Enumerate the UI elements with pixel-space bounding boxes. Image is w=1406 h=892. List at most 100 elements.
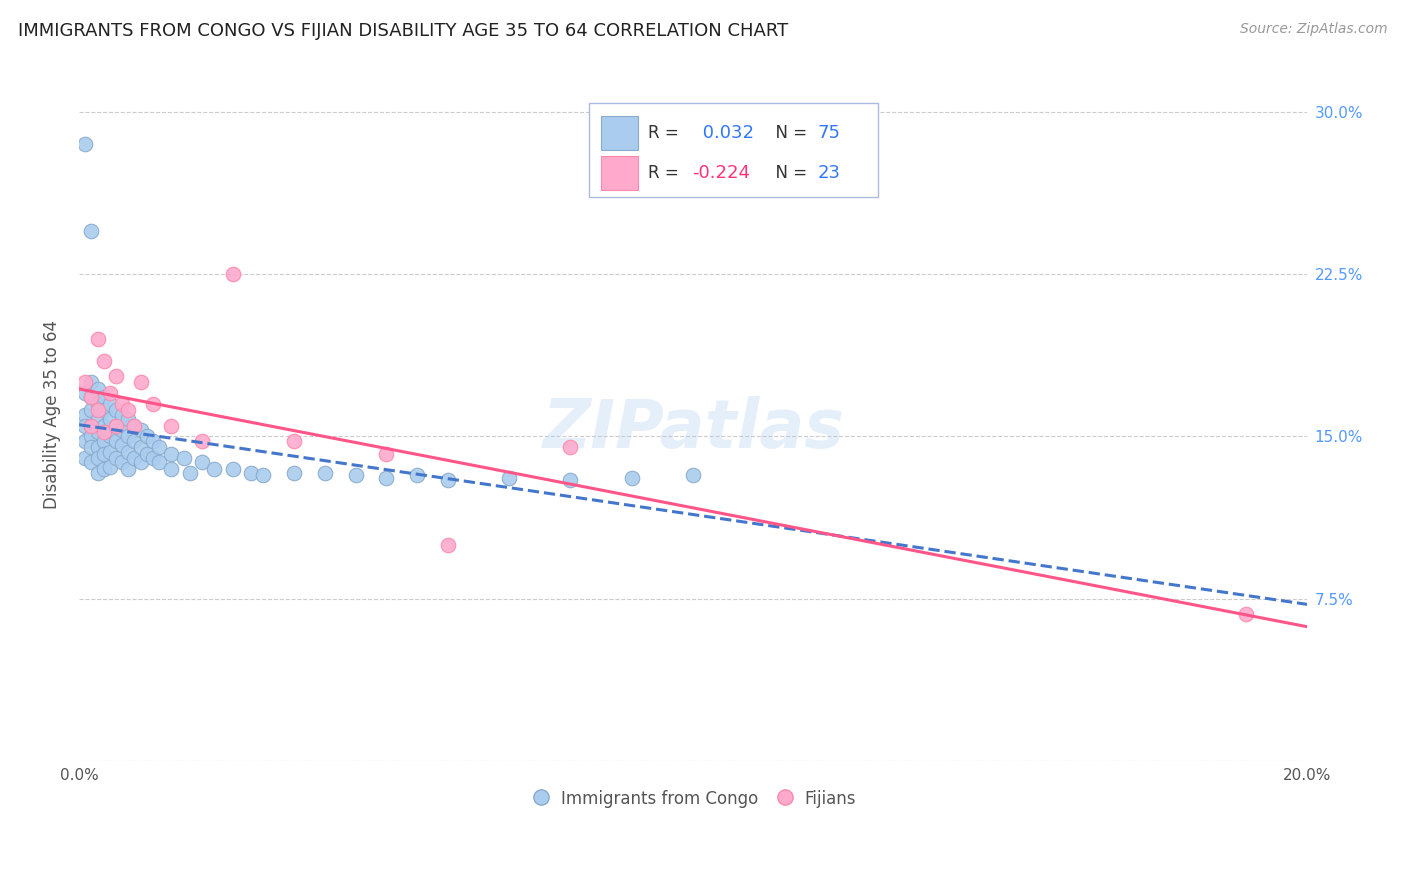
Point bbox=[314, 467, 336, 481]
Point bbox=[117, 444, 139, 458]
Point bbox=[93, 447, 115, 461]
Point bbox=[93, 434, 115, 448]
Point bbox=[160, 418, 183, 433]
Point bbox=[117, 412, 139, 426]
Point bbox=[117, 462, 139, 476]
Point bbox=[80, 418, 103, 433]
Point bbox=[560, 440, 582, 454]
Point bbox=[105, 418, 128, 433]
Point bbox=[179, 467, 201, 481]
FancyBboxPatch shape bbox=[602, 156, 638, 190]
Point bbox=[682, 468, 704, 483]
Text: 23: 23 bbox=[817, 164, 841, 182]
Point bbox=[105, 451, 128, 466]
Point bbox=[80, 429, 103, 443]
Point bbox=[124, 418, 146, 433]
Point bbox=[160, 447, 183, 461]
Point bbox=[142, 451, 165, 466]
Point bbox=[80, 440, 103, 454]
Point bbox=[283, 467, 305, 481]
Point bbox=[135, 429, 157, 443]
Text: R =: R = bbox=[648, 124, 683, 142]
Point bbox=[98, 459, 121, 474]
Text: R =: R = bbox=[648, 164, 683, 182]
Point bbox=[75, 451, 97, 466]
Point bbox=[80, 455, 103, 469]
Point bbox=[283, 434, 305, 448]
Point bbox=[75, 386, 97, 401]
Point bbox=[93, 403, 115, 417]
Text: -0.224: -0.224 bbox=[692, 164, 749, 182]
Point bbox=[252, 468, 274, 483]
Point bbox=[93, 425, 115, 439]
Point bbox=[191, 455, 214, 469]
Point bbox=[620, 470, 643, 484]
FancyBboxPatch shape bbox=[589, 103, 877, 196]
Point bbox=[111, 455, 134, 469]
Point bbox=[93, 391, 115, 405]
Point bbox=[105, 434, 128, 448]
Point bbox=[117, 429, 139, 443]
Point bbox=[436, 473, 458, 487]
Point bbox=[75, 408, 97, 422]
Point bbox=[86, 467, 108, 481]
Point bbox=[80, 391, 103, 405]
Point bbox=[111, 438, 134, 452]
Point bbox=[86, 332, 108, 346]
Point bbox=[93, 418, 115, 433]
Point bbox=[406, 468, 429, 483]
Point bbox=[111, 408, 134, 422]
Point bbox=[124, 434, 146, 448]
Point bbox=[148, 440, 170, 454]
Point bbox=[135, 447, 157, 461]
Point bbox=[560, 473, 582, 487]
Point bbox=[436, 538, 458, 552]
Point bbox=[86, 382, 108, 396]
Point bbox=[80, 418, 103, 433]
Point bbox=[98, 412, 121, 426]
Point bbox=[129, 455, 152, 469]
Text: N =: N = bbox=[765, 124, 811, 142]
Point bbox=[191, 434, 214, 448]
Text: Source: ZipAtlas.com: Source: ZipAtlas.com bbox=[1240, 22, 1388, 37]
Text: N =: N = bbox=[765, 164, 811, 182]
Point bbox=[129, 440, 152, 454]
Point bbox=[105, 403, 128, 417]
Y-axis label: Disability Age 35 to 64: Disability Age 35 to 64 bbox=[44, 320, 60, 509]
Point bbox=[124, 451, 146, 466]
Point bbox=[98, 444, 121, 458]
Text: IMMIGRANTS FROM CONGO VS FIJIAN DISABILITY AGE 35 TO 64 CORRELATION CHART: IMMIGRANTS FROM CONGO VS FIJIAN DISABILI… bbox=[18, 22, 789, 40]
Point bbox=[142, 397, 165, 411]
Text: 0.032: 0.032 bbox=[697, 124, 754, 142]
Point bbox=[86, 440, 108, 454]
Point bbox=[148, 455, 170, 469]
Legend: Immigrants from Congo, Fijians: Immigrants from Congo, Fijians bbox=[524, 783, 863, 815]
Point bbox=[129, 376, 152, 390]
Point bbox=[173, 451, 195, 466]
Point bbox=[75, 434, 97, 448]
Point bbox=[124, 418, 146, 433]
Point bbox=[86, 412, 108, 426]
Point bbox=[222, 462, 245, 476]
Point bbox=[105, 368, 128, 383]
Point bbox=[160, 462, 183, 476]
Point bbox=[98, 429, 121, 443]
Point bbox=[105, 418, 128, 433]
Point bbox=[80, 376, 103, 390]
Point bbox=[80, 403, 103, 417]
Point bbox=[86, 425, 108, 439]
Point bbox=[129, 423, 152, 437]
Point bbox=[111, 423, 134, 437]
Point bbox=[86, 403, 108, 417]
Point bbox=[375, 447, 398, 461]
Point bbox=[498, 470, 520, 484]
Point bbox=[117, 403, 139, 417]
Point bbox=[202, 462, 225, 476]
Point bbox=[375, 470, 398, 484]
Point bbox=[75, 376, 97, 390]
Point bbox=[80, 391, 103, 405]
Point bbox=[80, 224, 103, 238]
Point bbox=[93, 353, 115, 368]
Point bbox=[86, 451, 108, 466]
Point bbox=[98, 386, 121, 401]
